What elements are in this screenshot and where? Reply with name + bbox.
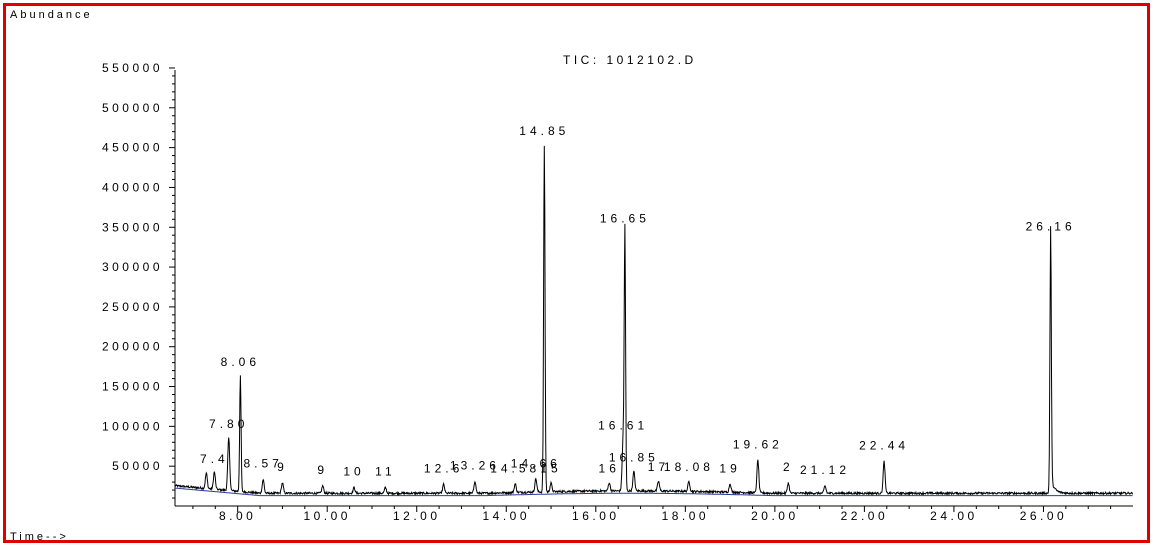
peak-label: 14.66: [511, 457, 561, 471]
peak-label: 10: [343, 465, 364, 479]
peak-label: 14.85: [519, 124, 569, 138]
peak-label: 26.16: [1026, 219, 1076, 233]
peak-label: 7.80: [209, 417, 248, 431]
peak-label: 14.58: [490, 462, 540, 476]
peak-label: 8.06: [221, 355, 260, 369]
x-tick-label: 8.00: [219, 509, 256, 523]
x-tick-label: 10.00: [303, 509, 351, 523]
peak-label: 17: [648, 460, 669, 474]
x-tick-label: 18.00: [662, 509, 710, 523]
peak-label: 2: [783, 460, 794, 474]
y-tick-label: 400000: [102, 180, 163, 194]
tic-trace: [174, 145, 1134, 497]
chart-title: TIC: 1012102.D: [563, 53, 697, 67]
y-tick-label: 250000: [102, 300, 163, 314]
axes: [174, 70, 1133, 507]
peak-label: 7.4: [200, 452, 229, 466]
peak-label: 22.44: [859, 438, 909, 452]
peak-label: 19: [719, 462, 740, 476]
ticks: 50000 100000 150000 200000 250000 300000 35000…: [102, 61, 1112, 523]
y-axis-title: Abundance: [10, 9, 93, 21]
peak-label: 11: [375, 465, 395, 479]
y-tick-label: 350000: [102, 220, 163, 234]
peak-label: 18.08: [664, 460, 714, 474]
x-axis-title: Time-->: [10, 531, 69, 543]
peak-label: 16: [599, 462, 620, 476]
x-tick-label: 14.00: [483, 509, 531, 523]
peak-label: 9: [277, 460, 288, 474]
baseline-line: [175, 487, 1133, 497]
y-tick-label: 300000: [102, 260, 163, 274]
peak-label: 15: [540, 462, 561, 476]
peak-label: 12.6: [424, 462, 463, 476]
x-tick-label: 20.00: [751, 509, 799, 523]
y-tick-label: 550000: [102, 61, 163, 75]
peak-label: 21.12: [800, 463, 850, 477]
y-tick-label: 100000: [102, 419, 163, 433]
y-tick-label: 150000: [102, 380, 163, 394]
y-tick-label: 50000: [112, 459, 163, 473]
peak-label: 16.61: [598, 419, 648, 433]
x-tick-label: 24.00: [930, 509, 978, 523]
peak-labels: 7.47.808.068.579 9 10 11 12.613.2614.5814.66…: [200, 124, 1076, 479]
peak-label: 16.65: [600, 211, 650, 225]
x-tick-label: 26.00: [1020, 509, 1068, 523]
peak-label: 13.26: [450, 458, 500, 472]
peak-label: 9: [317, 463, 328, 477]
x-tick-label: 16.00: [572, 509, 620, 523]
x-tick-label: 12.00: [393, 509, 441, 523]
y-tick-label: 450000: [102, 141, 163, 155]
y-tick-label: 200000: [102, 340, 163, 354]
peak-label: 16.85: [609, 450, 659, 464]
y-tick-label: 500000: [102, 101, 163, 115]
chart-frame: [3, 3, 1150, 543]
x-tick-label: 22.00: [841, 509, 889, 523]
peak-label: 8.57: [244, 457, 283, 471]
peak-label: 19.62: [733, 438, 783, 452]
